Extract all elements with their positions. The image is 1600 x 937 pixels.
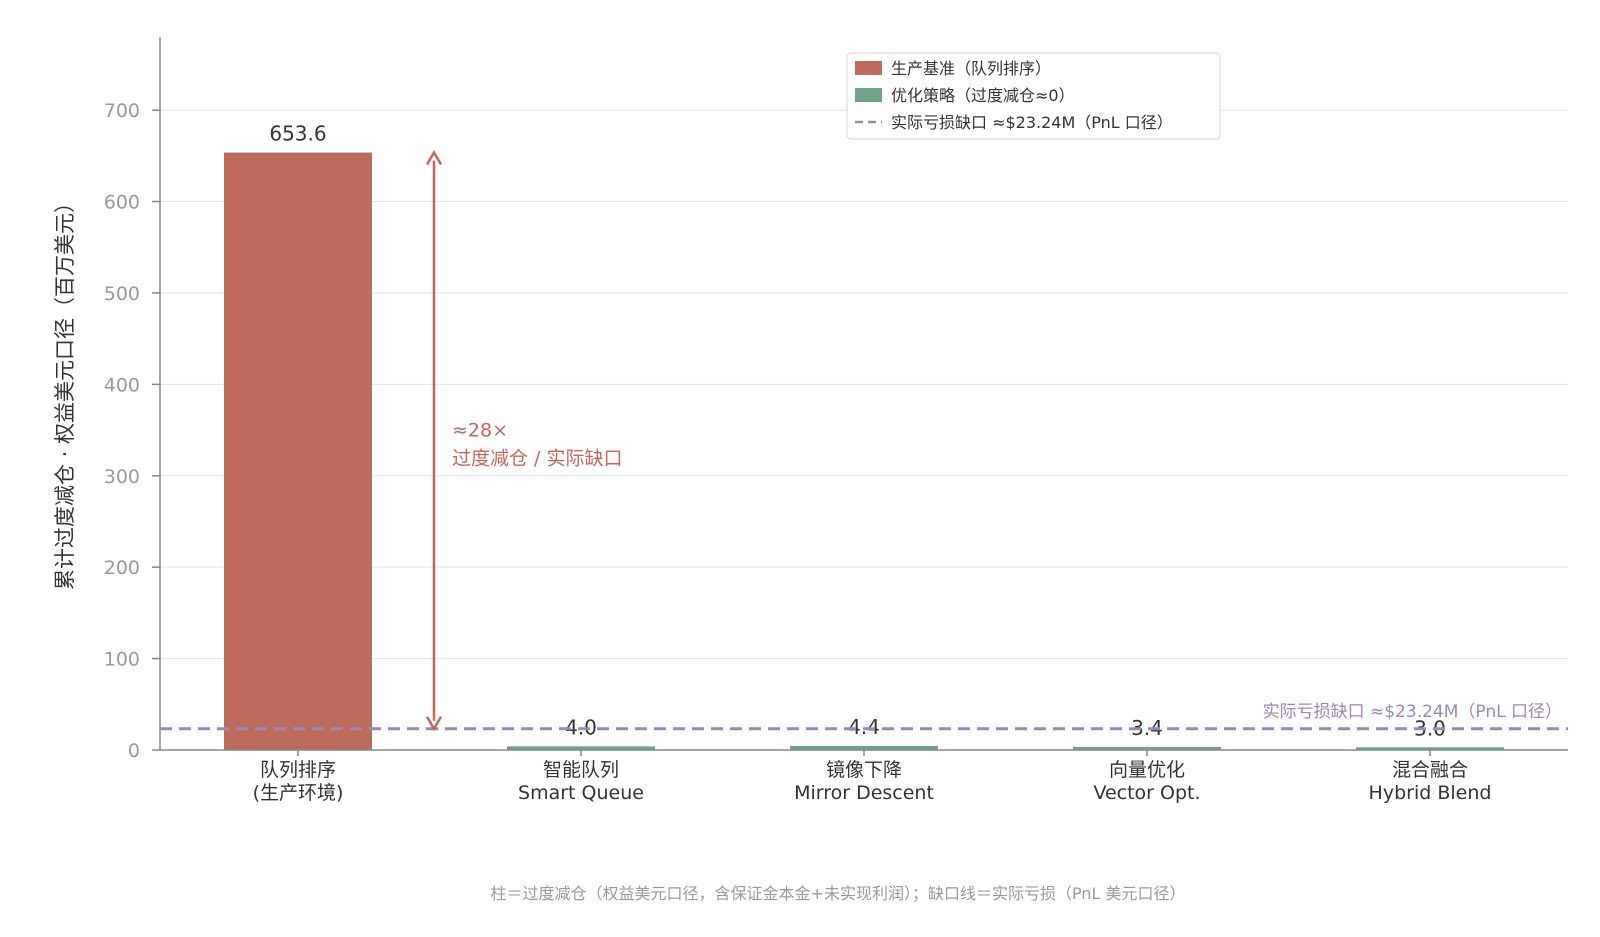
gridlines	[160, 109, 1568, 660]
x-tick-label: Mirror Descent	[794, 782, 934, 804]
reference-line-label: 实际亏损缺口 ≈$23.24M（PnL 口径）	[1263, 702, 1562, 722]
bar	[1073, 746, 1221, 750]
annotation-text: 过度减仓 / 实际缺口	[452, 448, 622, 470]
bar	[507, 746, 655, 750]
y-tick-label: 700	[104, 100, 140, 122]
y-axis-label: 累计过度减仓 · 权益美元口径（百万美元）	[53, 192, 77, 590]
y-tick-label: 500	[104, 283, 140, 305]
y-tick-label: 100	[104, 649, 140, 671]
legend-label: 优化策略（过度减仓≈0）	[891, 86, 1075, 105]
annotation-group: ≈28× 过度减仓 / 实际缺口	[425, 150, 622, 732]
bar-value-label: 4.4	[848, 715, 880, 739]
x-tick-label: 混合融合	[1392, 759, 1468, 781]
legend-swatch	[855, 61, 882, 75]
footnote: 柱＝过度减仓（权益美元口径，含保证金本金+未实现利润）；缺口线＝实际亏损（PnL…	[491, 884, 1186, 903]
y-axis: 0 100 200 300 400 500 600 700	[104, 37, 161, 762]
bars: 653.64.0 4.4 3.4 3.0	[224, 122, 1504, 751]
annotation-arrowhead-up	[425, 150, 443, 166]
legend-swatch	[855, 88, 882, 102]
x-tick-label: 向量优化	[1109, 759, 1185, 781]
legend-label: 实际亏损缺口 ≈$23.24M（PnL 口径）	[891, 113, 1173, 132]
bar	[224, 152, 372, 751]
y-tick-label: 400	[104, 374, 140, 396]
legend-label: 生产基准（队列排序）	[891, 59, 1051, 78]
annotation-text: ≈28×	[452, 420, 508, 442]
legend: 生产基准（队列排序） 优化策略（过度减仓≈0） 实际亏损缺口 ≈$23.24M（Pn…	[846, 52, 1221, 140]
x-tick-label: 智能队列	[543, 759, 619, 781]
bar-value-label: 653.6	[269, 122, 326, 146]
y-tick-label: 0	[128, 740, 140, 762]
x-tick-label: 队列排序	[260, 759, 336, 781]
y-tick-label: 200	[104, 557, 140, 579]
x-tick-label: Smart Queue	[518, 782, 644, 804]
bar	[1356, 747, 1504, 750]
y-tick-label: 300	[104, 466, 140, 488]
x-tick-label: Hybrid Blend	[1369, 782, 1492, 804]
x-tick-label: 镜像下降	[826, 759, 902, 781]
x-tick-label: Vector Opt.	[1093, 782, 1200, 804]
bar	[790, 745, 938, 750]
legend-box	[846, 52, 1221, 140]
reference-line-group: 实际亏损缺口 ≈$23.24M（PnL 口径）	[160, 702, 1568, 731]
x-tick-label: (生产环境)	[253, 782, 344, 804]
y-tick-label: 600	[104, 192, 140, 214]
annotation-arrowhead-down	[425, 716, 443, 732]
